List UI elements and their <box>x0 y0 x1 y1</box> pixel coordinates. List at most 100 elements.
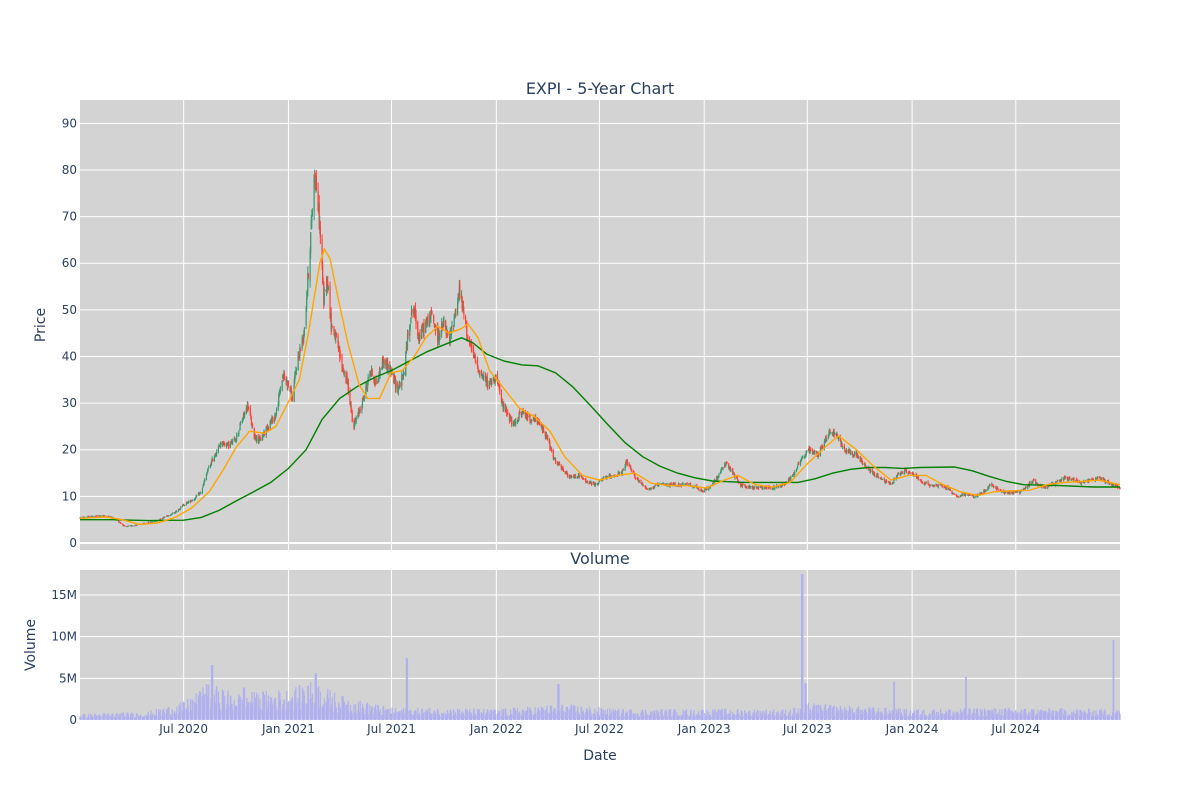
date-x-tick-label: Jan 2024 <box>885 722 939 736</box>
volume-bar <box>1025 713 1027 720</box>
price-candle-body <box>239 423 241 431</box>
price-candle-body <box>275 414 277 417</box>
volume-bar <box>200 692 202 720</box>
volume-bar <box>668 709 671 720</box>
price-candle-body <box>842 446 844 448</box>
volume-bar <box>88 717 90 720</box>
volume-bar <box>357 701 360 720</box>
price-candle-body <box>851 451 853 455</box>
price-candle-body <box>275 409 278 415</box>
price-candle-body <box>801 458 803 460</box>
volume-bar <box>609 708 611 720</box>
price-candle-body <box>590 482 593 485</box>
price-candle-body <box>361 398 364 408</box>
price-y-axis-title: Price <box>33 308 49 342</box>
price-candle-body <box>485 377 487 383</box>
price-candle-body <box>804 455 806 458</box>
price-candle-body <box>319 225 321 238</box>
price-candle-body <box>718 473 720 476</box>
volume-bar <box>807 703 810 720</box>
price-candle-body <box>993 486 995 488</box>
price-candle-body <box>626 459 628 465</box>
volume-bar <box>949 709 951 720</box>
price-candle-body <box>701 491 703 492</box>
price-candle-body <box>347 380 349 392</box>
price-candle-body <box>423 323 425 334</box>
price-candle-body <box>306 297 308 309</box>
volume-bar <box>459 714 461 720</box>
price-candle-body <box>597 483 599 485</box>
price-candle-body <box>1005 491 1007 493</box>
volume-bar <box>104 714 106 720</box>
price-candle-body <box>331 325 333 327</box>
volume-bar <box>92 717 94 720</box>
price-candle-body <box>438 333 440 339</box>
volume-bar <box>877 707 880 720</box>
price-candle-body <box>218 445 220 447</box>
price-candle-body <box>471 345 473 350</box>
price-candle-body <box>562 469 565 472</box>
price-candle-body <box>330 312 332 330</box>
volume-bar <box>721 709 724 720</box>
price-candle-body <box>734 476 736 479</box>
price-candle-body <box>588 481 590 484</box>
price-candle-body <box>682 483 684 485</box>
price-candle-body <box>247 407 250 408</box>
price-candle-body <box>475 360 477 362</box>
price-candle-body <box>379 368 381 375</box>
price-candle-body <box>92 516 94 518</box>
price-candle-body <box>545 434 548 439</box>
volume-bar <box>339 707 341 720</box>
price-candle-body <box>202 483 205 485</box>
volume-bar <box>614 709 616 720</box>
volume-bar <box>1013 711 1015 720</box>
price-candle-body <box>216 451 218 455</box>
volume-bar <box>678 716 680 720</box>
price-candle-body <box>442 322 444 327</box>
price-candle-body <box>278 392 280 396</box>
price-candle-body <box>857 457 859 458</box>
volume-bar <box>1056 711 1058 720</box>
price-y-tick-label: 40 <box>62 349 77 363</box>
volume-bar <box>985 716 987 720</box>
volume-bar <box>826 710 828 720</box>
price-candle-body <box>859 456 861 462</box>
volume-bar <box>888 710 890 720</box>
volume-bar <box>1040 709 1042 720</box>
volume-bar <box>120 712 122 720</box>
price-candle-body <box>681 483 684 485</box>
price-candle-body <box>346 375 348 383</box>
price-candle-body <box>602 477 605 479</box>
price-candle-body <box>237 432 239 435</box>
price-candle-body <box>321 239 323 265</box>
price-candle-body <box>258 441 260 442</box>
volume-bar <box>363 708 365 720</box>
price-candle-body <box>746 486 748 489</box>
volume-bar <box>329 690 331 720</box>
price-candle-body <box>466 320 468 336</box>
volume-bar <box>262 691 264 720</box>
price-chart-title: EXPI - 5-Year Chart <box>526 79 674 98</box>
volume-bar <box>236 705 238 720</box>
volume-bar <box>240 696 242 720</box>
price-candle-body <box>333 326 335 335</box>
price-candle-body <box>880 478 882 480</box>
volume-bar <box>152 713 154 720</box>
price-candle-body <box>327 282 329 288</box>
price-candle-body <box>797 465 799 468</box>
price-candle-body <box>702 490 704 493</box>
volume-bar <box>884 707 886 720</box>
price-candle-body <box>1027 485 1029 489</box>
volume-bar <box>217 691 220 720</box>
volume-bar <box>610 710 612 720</box>
volume-bar <box>343 702 345 720</box>
volume-bar <box>1049 710 1051 720</box>
volume-bar <box>999 709 1001 720</box>
volume-bar <box>547 713 549 720</box>
volume-bar <box>642 712 644 720</box>
price-candle-body <box>1031 481 1033 484</box>
price-candle-body <box>351 411 353 413</box>
volume-bar <box>968 708 970 720</box>
price-candle-body <box>1011 491 1013 493</box>
price-candle-body <box>947 486 949 491</box>
